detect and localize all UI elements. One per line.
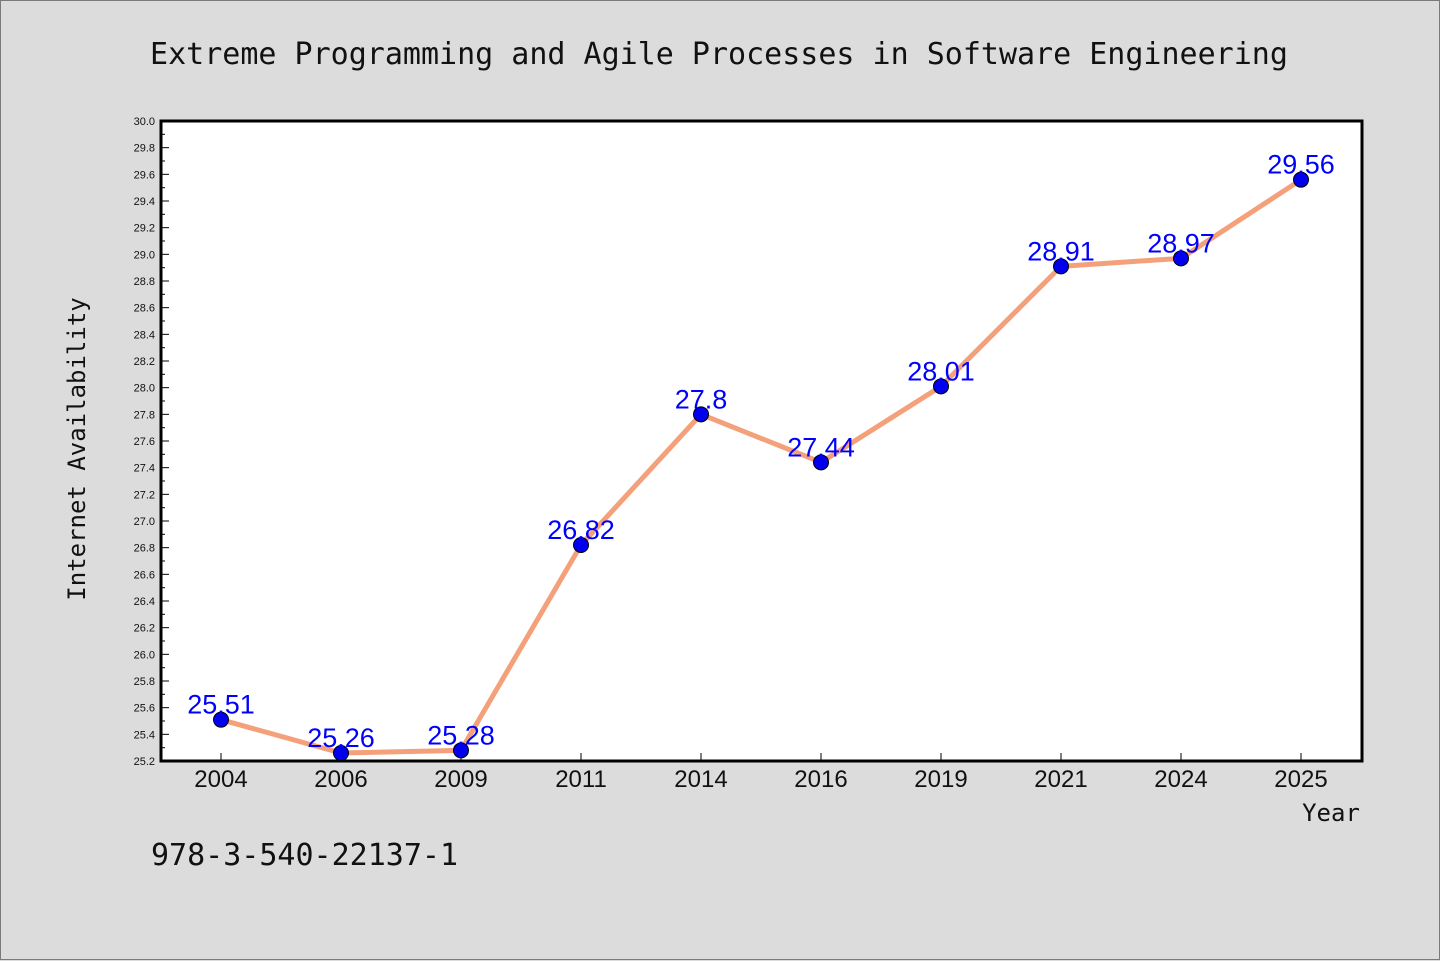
x-tick-label: 2014 (674, 766, 727, 793)
isbn-text: 978-3-540-22137-1 (151, 838, 458, 873)
y-axis: 25.2 25.4 25.6 25.8 26.0 26.2 26.4 26.6 26.8 27.0… (134, 116, 169, 768)
data-label: 28.91 (1027, 236, 1095, 266)
data-point (213, 711, 229, 728)
data-label: 26.82 (547, 515, 615, 545)
y-axis-label: Internet Availability (63, 297, 91, 600)
data-label: 28.01 (907, 356, 975, 386)
x-tick-label: 2004 (194, 766, 247, 793)
data-point (693, 406, 709, 423)
chart-title: Extreme Programming and Agile Processes … (150, 37, 1288, 72)
y-tick-label: 25.6 (134, 703, 155, 715)
y-tick-label: 29.2 (134, 223, 155, 235)
x-axis-label: Year (1302, 799, 1360, 827)
y-tick-label: 25.2 (134, 756, 155, 768)
x-tick-label: 2011 (555, 766, 607, 793)
y-tick-label: 28.2 (134, 356, 155, 368)
y-tick-label: 25.4 (134, 729, 155, 741)
data-point (333, 745, 349, 761)
x-tick-label: 2016 (794, 766, 847, 793)
markers (213, 171, 1309, 761)
y-tick-label: 26.0 (134, 649, 155, 661)
data-point (933, 378, 949, 395)
data-label: 25.26 (307, 723, 375, 753)
y-tick-label: 25.8 (134, 676, 155, 688)
y-tick-label: 26.8 (134, 543, 155, 555)
data-label: 29.56 (1267, 150, 1335, 180)
y-tick-label: 27.4 (134, 463, 155, 475)
x-tick-label: 2006 (314, 766, 367, 793)
data-point (453, 742, 469, 759)
data-label: 27.44 (787, 432, 855, 462)
data-point (573, 537, 589, 553)
data-label: 28.97 (1147, 228, 1215, 258)
y-tick-label: 30.0 (134, 116, 155, 128)
y-tick-label: 27.0 (134, 516, 155, 528)
data-label: 27.8 (675, 384, 728, 414)
y-tick-label: 26.2 (134, 623, 155, 635)
x-axis: 2004 2006 2009 2011 2014 2016 2019 2021 2024 2025 (194, 753, 1328, 793)
data-point (1053, 258, 1069, 275)
x-tick-label: 2009 (434, 766, 487, 793)
y-tick-label: 29.8 (134, 143, 155, 155)
x-tick-label: 2025 (1274, 766, 1327, 793)
y-tick-label: 28.0 (134, 383, 155, 395)
y-tick-label: 26.6 (134, 569, 155, 581)
data-label: 25.28 (427, 720, 495, 750)
y-tick-label: 29.4 (134, 196, 155, 208)
x-tick-label: 2024 (1154, 766, 1207, 793)
series-path (220, 177, 1303, 756)
data-point (1173, 250, 1189, 267)
y-tick-label: 28.4 (134, 329, 155, 341)
series-line (220, 177, 1303, 756)
data-point (1293, 171, 1309, 188)
data-labels: 25.51 25.26 25.28 26.82 27.8 27.44 28.01 28.91 2… (187, 150, 1335, 753)
x-tick-label: 2021 (1034, 766, 1087, 793)
y-tick-label: 28.8 (134, 276, 155, 288)
y-tick-label: 27.2 (134, 489, 155, 501)
y-tick-label: 28.6 (134, 303, 155, 315)
y-tick-label: 29.6 (134, 169, 155, 181)
x-tick-label: 2019 (914, 766, 967, 793)
data-label: 25.51 (187, 690, 255, 720)
data-point (813, 454, 829, 471)
y-tick-label: 27.8 (134, 409, 155, 421)
y-tick-label: 26.4 (134, 596, 155, 608)
y-tick-label: 27.6 (134, 436, 155, 448)
y-tick-label: 29.0 (134, 249, 155, 261)
